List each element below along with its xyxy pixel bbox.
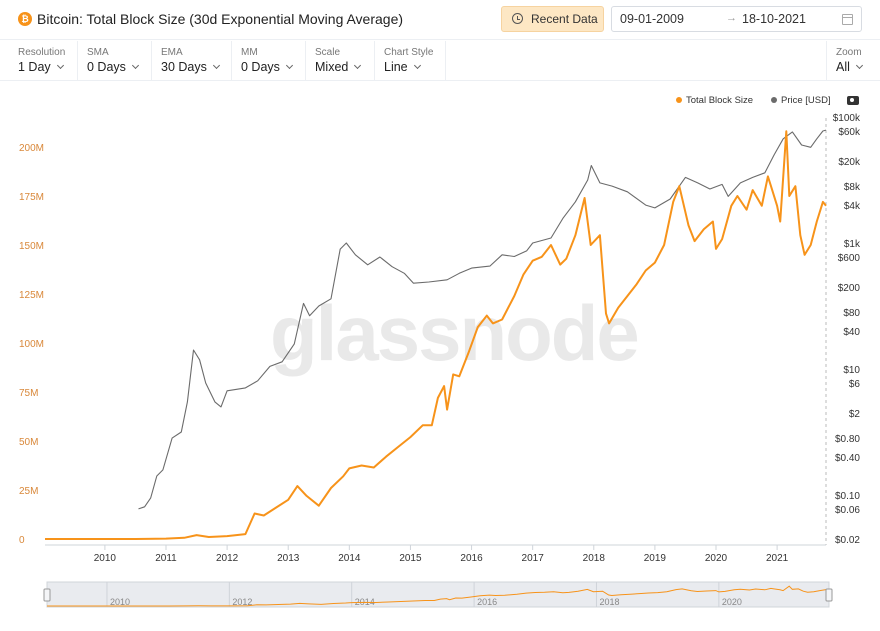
camera-icon[interactable] xyxy=(847,96,859,105)
left-tick-label: 125M xyxy=(19,290,44,301)
x-tick-label: 2018 xyxy=(583,553,606,564)
legend-item-price[interactable]: Price [USD] xyxy=(771,95,831,106)
x-tick-label: 2015 xyxy=(399,553,422,564)
navigator[interactable]: 2010 2012 2014 2016 2018 2020 xyxy=(43,581,833,608)
navigator-handle-right xyxy=(825,588,833,602)
chart-style-value: Line xyxy=(384,60,408,74)
x-axis: 2010 2011 2012 2013 2014 2015 2016 2017 2018 2019… xyxy=(45,544,826,564)
navigator-tick-label: 2018 xyxy=(599,597,619,607)
bitcoin-icon: ₿ xyxy=(18,12,32,26)
right-tick-label: $40 xyxy=(843,327,860,338)
recent-data-button[interactable]: Recent Data xyxy=(501,6,604,32)
zoom-label: Zoom xyxy=(836,47,862,58)
right-tick-label: $2 xyxy=(849,409,861,420)
right-tick-label: $200 xyxy=(838,283,861,294)
x-tick-label: 2014 xyxy=(338,553,361,564)
ema-value: 30 Days xyxy=(161,60,207,74)
legend-label-price: Price [USD] xyxy=(781,95,831,106)
navigator-tick-label: 2010 xyxy=(110,597,130,607)
x-tick-label: 2010 xyxy=(94,553,117,564)
right-tick-label: $20k xyxy=(838,157,861,168)
left-tick-label: 100M xyxy=(19,339,44,350)
x-tick-label: 2013 xyxy=(277,553,300,564)
ema-dropdown[interactable]: EMA 30 Days xyxy=(152,41,232,81)
right-tick-label: $8k xyxy=(844,182,861,193)
x-tick-label: 2020 xyxy=(705,553,728,564)
legend-item-block-size[interactable]: Total Block Size xyxy=(676,95,753,106)
x-tick-label: 2017 xyxy=(522,553,545,564)
left-tick-label: 175M xyxy=(19,192,44,203)
mm-dropdown[interactable]: MM 0 Days xyxy=(232,41,306,81)
block-size-line xyxy=(45,130,827,540)
right-tick-label: $60k xyxy=(838,127,861,138)
right-tick-label: $0.02 xyxy=(835,535,860,546)
navigator-tick-label: 2012 xyxy=(232,597,252,607)
resolution-dropdown[interactable]: Resolution 1 Day xyxy=(9,41,78,81)
navigator-tick-label: 2020 xyxy=(722,597,742,607)
legend-label-block-size: Total Block Size xyxy=(686,95,754,106)
right-tick-label: $0.80 xyxy=(835,434,860,445)
mm-label: MM xyxy=(241,47,258,58)
calendar-icon[interactable] xyxy=(842,14,853,25)
right-tick-label: $80 xyxy=(843,308,860,319)
scale-value: Mixed xyxy=(315,60,349,74)
resolution-value: 1 Day xyxy=(18,60,51,74)
zoom-value: All xyxy=(836,60,850,74)
right-tick-label: $600 xyxy=(838,253,861,264)
right-tick-label: $6 xyxy=(849,379,861,390)
sma-label: SMA xyxy=(87,47,109,58)
x-tick-label: 2011 xyxy=(155,553,177,564)
right-tick-label: $0.06 xyxy=(835,505,860,516)
right-tick-label: $0.40 xyxy=(835,453,860,464)
legend-swatch-price xyxy=(771,97,777,103)
right-tick-label: $4k xyxy=(844,201,861,212)
left-tick-label: 50M xyxy=(19,437,38,448)
navigator-series-line xyxy=(47,585,830,607)
sma-value: 0 Days xyxy=(87,60,126,74)
chart-style-label: Chart Style xyxy=(384,47,434,58)
price-line xyxy=(138,129,827,510)
x-tick-label: 2019 xyxy=(644,553,667,564)
watermark: glassnode xyxy=(270,289,640,377)
arrow-right-icon: → xyxy=(726,12,737,24)
chart-header: ₿ Bitcoin: Total Block Size (30d Exponen… xyxy=(0,0,880,40)
left-tick-label: 0 xyxy=(19,535,25,546)
right-axis: $0.02 $0.06 $0.10 $0.40 $0.80 $2 $6 $10 $40 $80 $2… xyxy=(825,113,861,546)
date-to[interactable]: 18-10-2021 xyxy=(742,12,806,26)
left-axis: 0 25M 50M 75M 100M 125M 150M 175M 200M xyxy=(19,143,44,546)
ema-label: EMA xyxy=(161,47,183,58)
right-tick-label: $1k xyxy=(844,239,861,250)
page-title: Bitcoin: Total Block Size (30d Exponenti… xyxy=(37,11,404,27)
x-tick-label: 2021 xyxy=(766,553,789,564)
sma-dropdown[interactable]: SMA 0 Days xyxy=(78,41,152,81)
right-tick-label: $100k xyxy=(833,113,861,124)
mm-value: 0 Days xyxy=(241,60,280,74)
left-tick-label: 75M xyxy=(19,388,38,399)
left-tick-label: 25M xyxy=(19,486,38,497)
right-tick-label: $10 xyxy=(843,365,860,376)
navigator-window xyxy=(46,581,830,608)
x-tick-label: 2016 xyxy=(460,553,483,564)
date-from[interactable]: 09-01-2009 xyxy=(620,12,684,26)
scale-label: Scale xyxy=(315,47,341,58)
right-tick-label: $0.10 xyxy=(835,491,860,502)
x-tick-label: 2012 xyxy=(216,553,239,564)
resolution-label: Resolution xyxy=(18,47,66,58)
clock-icon xyxy=(512,13,523,24)
legend-swatch-block-size xyxy=(676,97,682,103)
series-layer xyxy=(45,129,827,540)
scale-dropdown[interactable]: Scale Mixed xyxy=(306,41,375,81)
left-tick-label: 200M xyxy=(19,143,44,154)
navigator-handle-left xyxy=(43,588,51,602)
date-range-picker[interactable]: 09-01-2009 → 18-10-2021 xyxy=(611,6,862,32)
recent-data-label: Recent Data xyxy=(531,12,598,26)
chart-controls: Resolution 1 Day SMA 0 Days EMA 30 Days … xyxy=(0,41,880,81)
zoom-dropdown[interactable]: Zoom All xyxy=(826,41,880,81)
left-tick-label: 150M xyxy=(19,241,44,252)
navigator-tick-label: 2016 xyxy=(477,597,497,607)
chart-style-dropdown[interactable]: Chart Style Line xyxy=(375,41,446,81)
